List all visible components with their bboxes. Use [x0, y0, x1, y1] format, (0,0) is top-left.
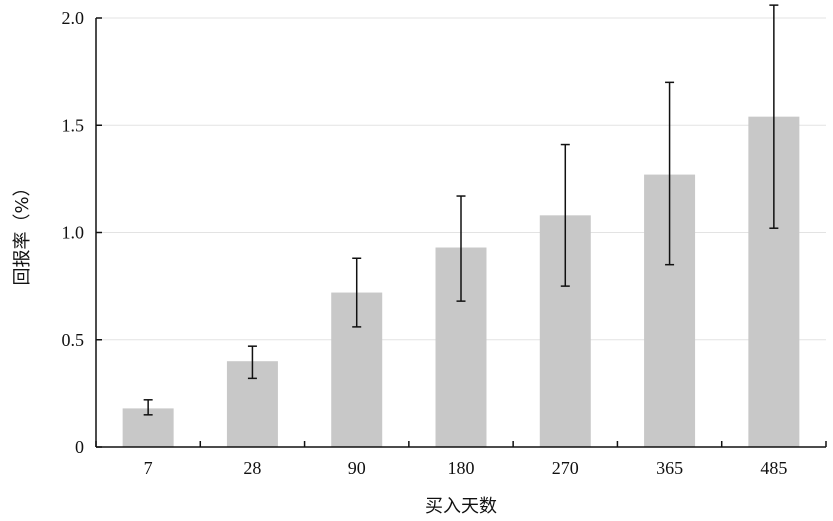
x-axis-title: 买入天数	[425, 496, 497, 517]
error-bars	[143, 4, 779, 416]
error-bar-485	[769, 4, 779, 229]
y-axis-title: 回报率（%）	[12, 178, 33, 285]
y-tick-label: 0	[75, 437, 84, 457]
x-tick-label: 28	[243, 458, 261, 478]
y-tick-label: 2.0	[62, 8, 85, 28]
x-tick-label: 180	[448, 458, 475, 478]
axes	[95, 17, 827, 448]
tick-labels: 0 0.5 1.0 1.5 2.0 7 28 90 180 270 365 485	[62, 8, 788, 478]
error-bar-28	[247, 345, 257, 380]
error-bar-270	[560, 143, 570, 287]
error-bar-7	[143, 399, 153, 416]
x-tick-label: 270	[552, 458, 579, 478]
x-tick-label: 7	[144, 458, 153, 478]
x-tick-label: 365	[656, 458, 683, 478]
error-bar-365	[665, 81, 675, 266]
x-tick-label: 90	[348, 458, 366, 478]
y-tick-label: 0.5	[62, 330, 85, 350]
y-tick-label: 1.5	[62, 115, 85, 135]
y-tick-label: 1.0	[62, 223, 85, 243]
error-bar-180	[456, 195, 466, 302]
x-tick-label: 485	[760, 458, 787, 478]
error-bar-90	[352, 257, 362, 328]
